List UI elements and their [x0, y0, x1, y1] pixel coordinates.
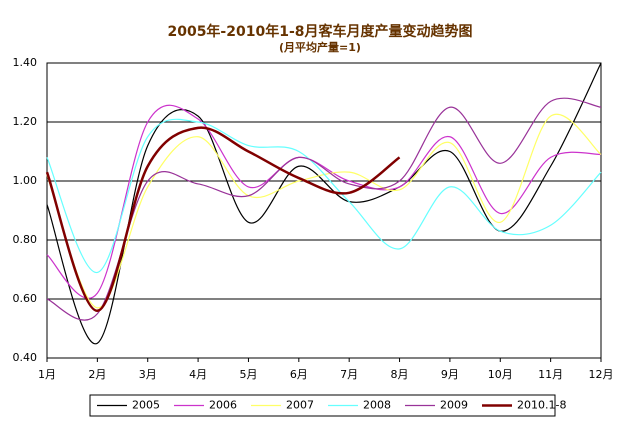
x-tick-label: 9月: [441, 368, 459, 381]
y-tick-label: 1.20: [13, 115, 38, 128]
series-line: [45, 126, 401, 313]
y-tick-label: 0.60: [13, 292, 38, 305]
y-tick-label: 1.40: [13, 56, 38, 69]
x-tick-label: 4月: [189, 368, 207, 381]
legend-label: 2006: [209, 399, 237, 412]
y-tick-label: 0.80: [13, 233, 38, 246]
series-line: [46, 62, 602, 344]
plot-area: [46, 62, 602, 359]
legend-label: 2008: [363, 399, 391, 412]
chart-subtitle: (月平均产量=1): [279, 40, 361, 54]
x-tick-label: 12月: [589, 368, 614, 381]
y-tick-label: 0.40: [13, 351, 38, 364]
x-tick-label: 8月: [391, 368, 409, 381]
legend-label: 2009: [440, 399, 468, 412]
x-tick-label: 11月: [538, 368, 563, 381]
x-tick-label: 7月: [340, 368, 358, 381]
chart-title: 2005年-2010年1-8月客车月度产量变动趋势图: [167, 23, 472, 40]
legend-label: 2005: [132, 399, 160, 412]
x-tick-label: 6月: [290, 368, 308, 381]
x-tick-label: 2月: [88, 368, 106, 381]
x-tick-label: 5月: [239, 368, 257, 381]
x-tick-label: 3月: [139, 368, 157, 381]
series-line: [46, 118, 602, 274]
series-line: [46, 97, 602, 321]
y-tick-label: 1.00: [13, 174, 38, 187]
series-line: [46, 104, 602, 299]
legend: [89, 394, 556, 417]
legend-label: 2010.1-8: [517, 399, 566, 412]
legend-label: 2007: [286, 399, 314, 412]
series-line: [46, 113, 602, 309]
x-tick-label: 1月: [38, 368, 56, 381]
x-tick-label: 10月: [488, 368, 513, 381]
